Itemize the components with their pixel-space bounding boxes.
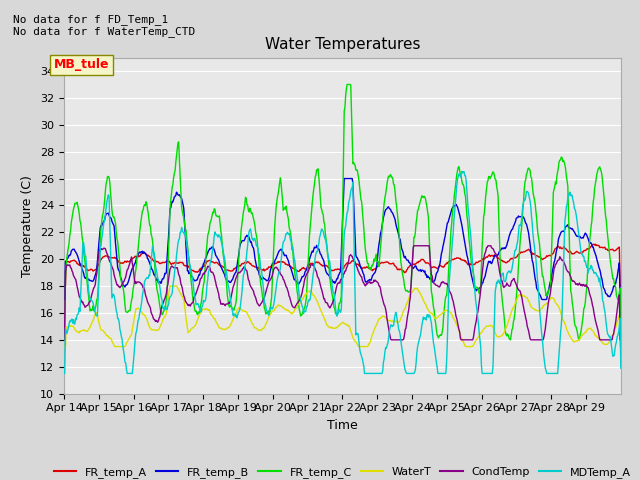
- Y-axis label: Temperature (C): Temperature (C): [22, 175, 35, 276]
- Text: MB_tule: MB_tule: [54, 59, 109, 72]
- Text: No data for f FD_Temp_1: No data for f FD_Temp_1: [13, 13, 168, 24]
- X-axis label: Time: Time: [327, 419, 358, 432]
- Text: No data for f WaterTemp_CTD: No data for f WaterTemp_CTD: [13, 25, 195, 36]
- Legend: FR_temp_A, FR_temp_B, FR_temp_C, WaterT, CondTemp, MDTemp_A: FR_temp_A, FR_temp_B, FR_temp_C, WaterT,…: [49, 462, 636, 480]
- Title: Water Temperatures: Water Temperatures: [265, 37, 420, 52]
